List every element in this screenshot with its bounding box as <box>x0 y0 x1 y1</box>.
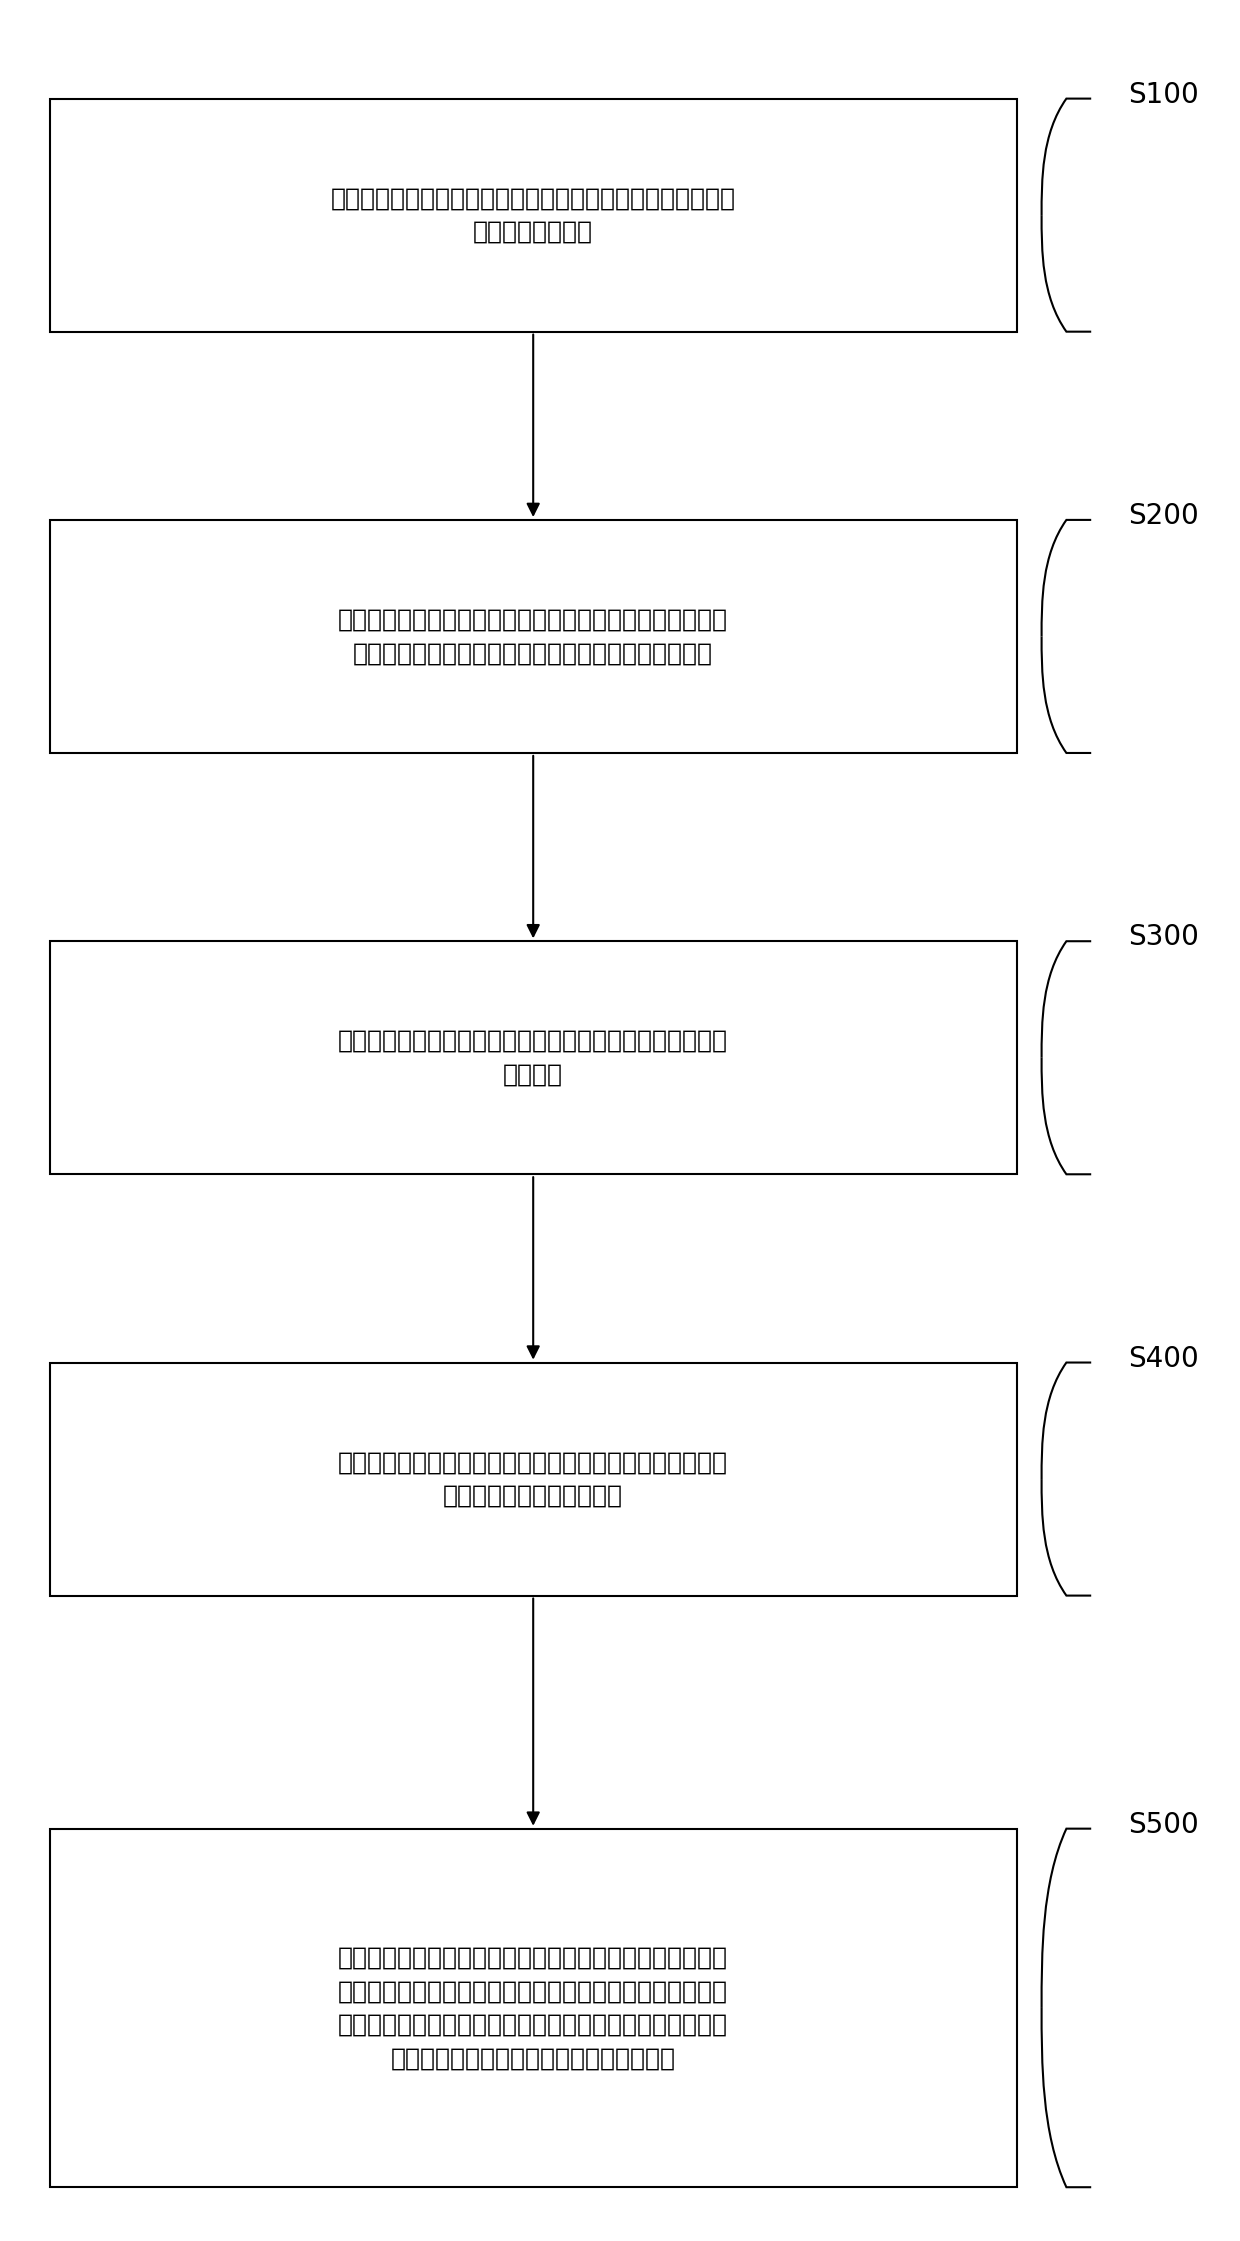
Text: S300: S300 <box>1128 923 1199 950</box>
FancyBboxPatch shape <box>50 520 1017 753</box>
Text: S500: S500 <box>1128 1811 1199 1838</box>
Text: 分别将正常和故障状态下的端部电磁铁系统模型进行反馈线
性化处理: 分别将正常和故障状态下的端部电磁铁系统模型进行反馈线 性化处理 <box>339 1029 728 1087</box>
Text: S400: S400 <box>1128 1345 1199 1371</box>
FancyBboxPatch shape <box>50 99 1017 332</box>
Text: 在线检测永磁电磁混合型高速磁浮列车的悬浮系统状态，悬
浮系统正常时采用正常状态下的控制器；悬浮系统故障时采
用故障状态下的扰动观测器及控制器，从而实现对永磁电磁: 在线检测永磁电磁混合型高速磁浮列车的悬浮系统状态，悬 浮系统正常时采用正常状态下… <box>339 1945 728 2071</box>
Text: 分别针对反馈线性化处理后的正常和故障状态下的端部电磁
铁系统模型进行控制器设计: 分别针对反馈线性化处理后的正常和故障状态下的端部电磁 铁系统模型进行控制器设计 <box>339 1450 728 1508</box>
Text: 分别建立正常和故障状态下的永磁电磁混合型高速磁浮列车端
部电磁铁系统模型: 分别建立正常和故障状态下的永磁电磁混合型高速磁浮列车端 部电磁铁系统模型 <box>331 186 735 244</box>
Text: S200: S200 <box>1128 502 1199 529</box>
Text: S100: S100 <box>1128 81 1199 108</box>
Text: 针对搭建好的正常和故障状态下的端部电磁铁系统模型设计
扰动观测器，用于观测系统外部未知扰动得到扰动信息: 针对搭建好的正常和故障状态下的端部电磁铁系统模型设计 扰动观测器，用于观测系统外… <box>339 607 728 666</box>
FancyBboxPatch shape <box>50 1363 1017 1596</box>
FancyBboxPatch shape <box>50 1829 1017 2187</box>
FancyBboxPatch shape <box>50 941 1017 1174</box>
